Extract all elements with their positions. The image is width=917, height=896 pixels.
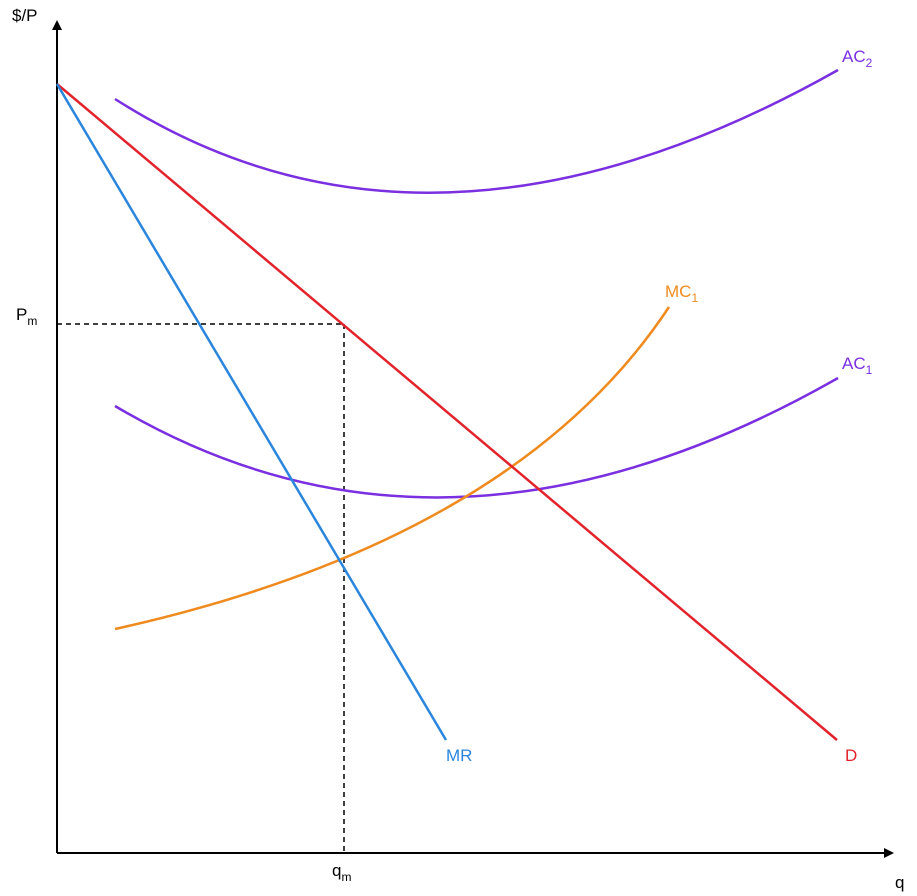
quantity-qm-label: qm (332, 861, 351, 884)
marginal-revenue-curve (55, 83, 448, 741)
ac2-curve (114, 68, 839, 194)
mc1-curve (114, 306, 671, 631)
y-axis-label: $/P (12, 6, 38, 25)
ac1-curve (114, 376, 839, 499)
mr-label: MR (446, 746, 472, 765)
price-pm-label: Pm (16, 305, 37, 328)
ac1-label: AC1 (842, 354, 873, 377)
mc1-label: MC1 (665, 282, 698, 305)
ac2-label: AC2 (842, 47, 873, 70)
demand-curve (56, 83, 838, 741)
x-axis-label: q (895, 873, 904, 892)
demand-label: D (845, 746, 857, 765)
